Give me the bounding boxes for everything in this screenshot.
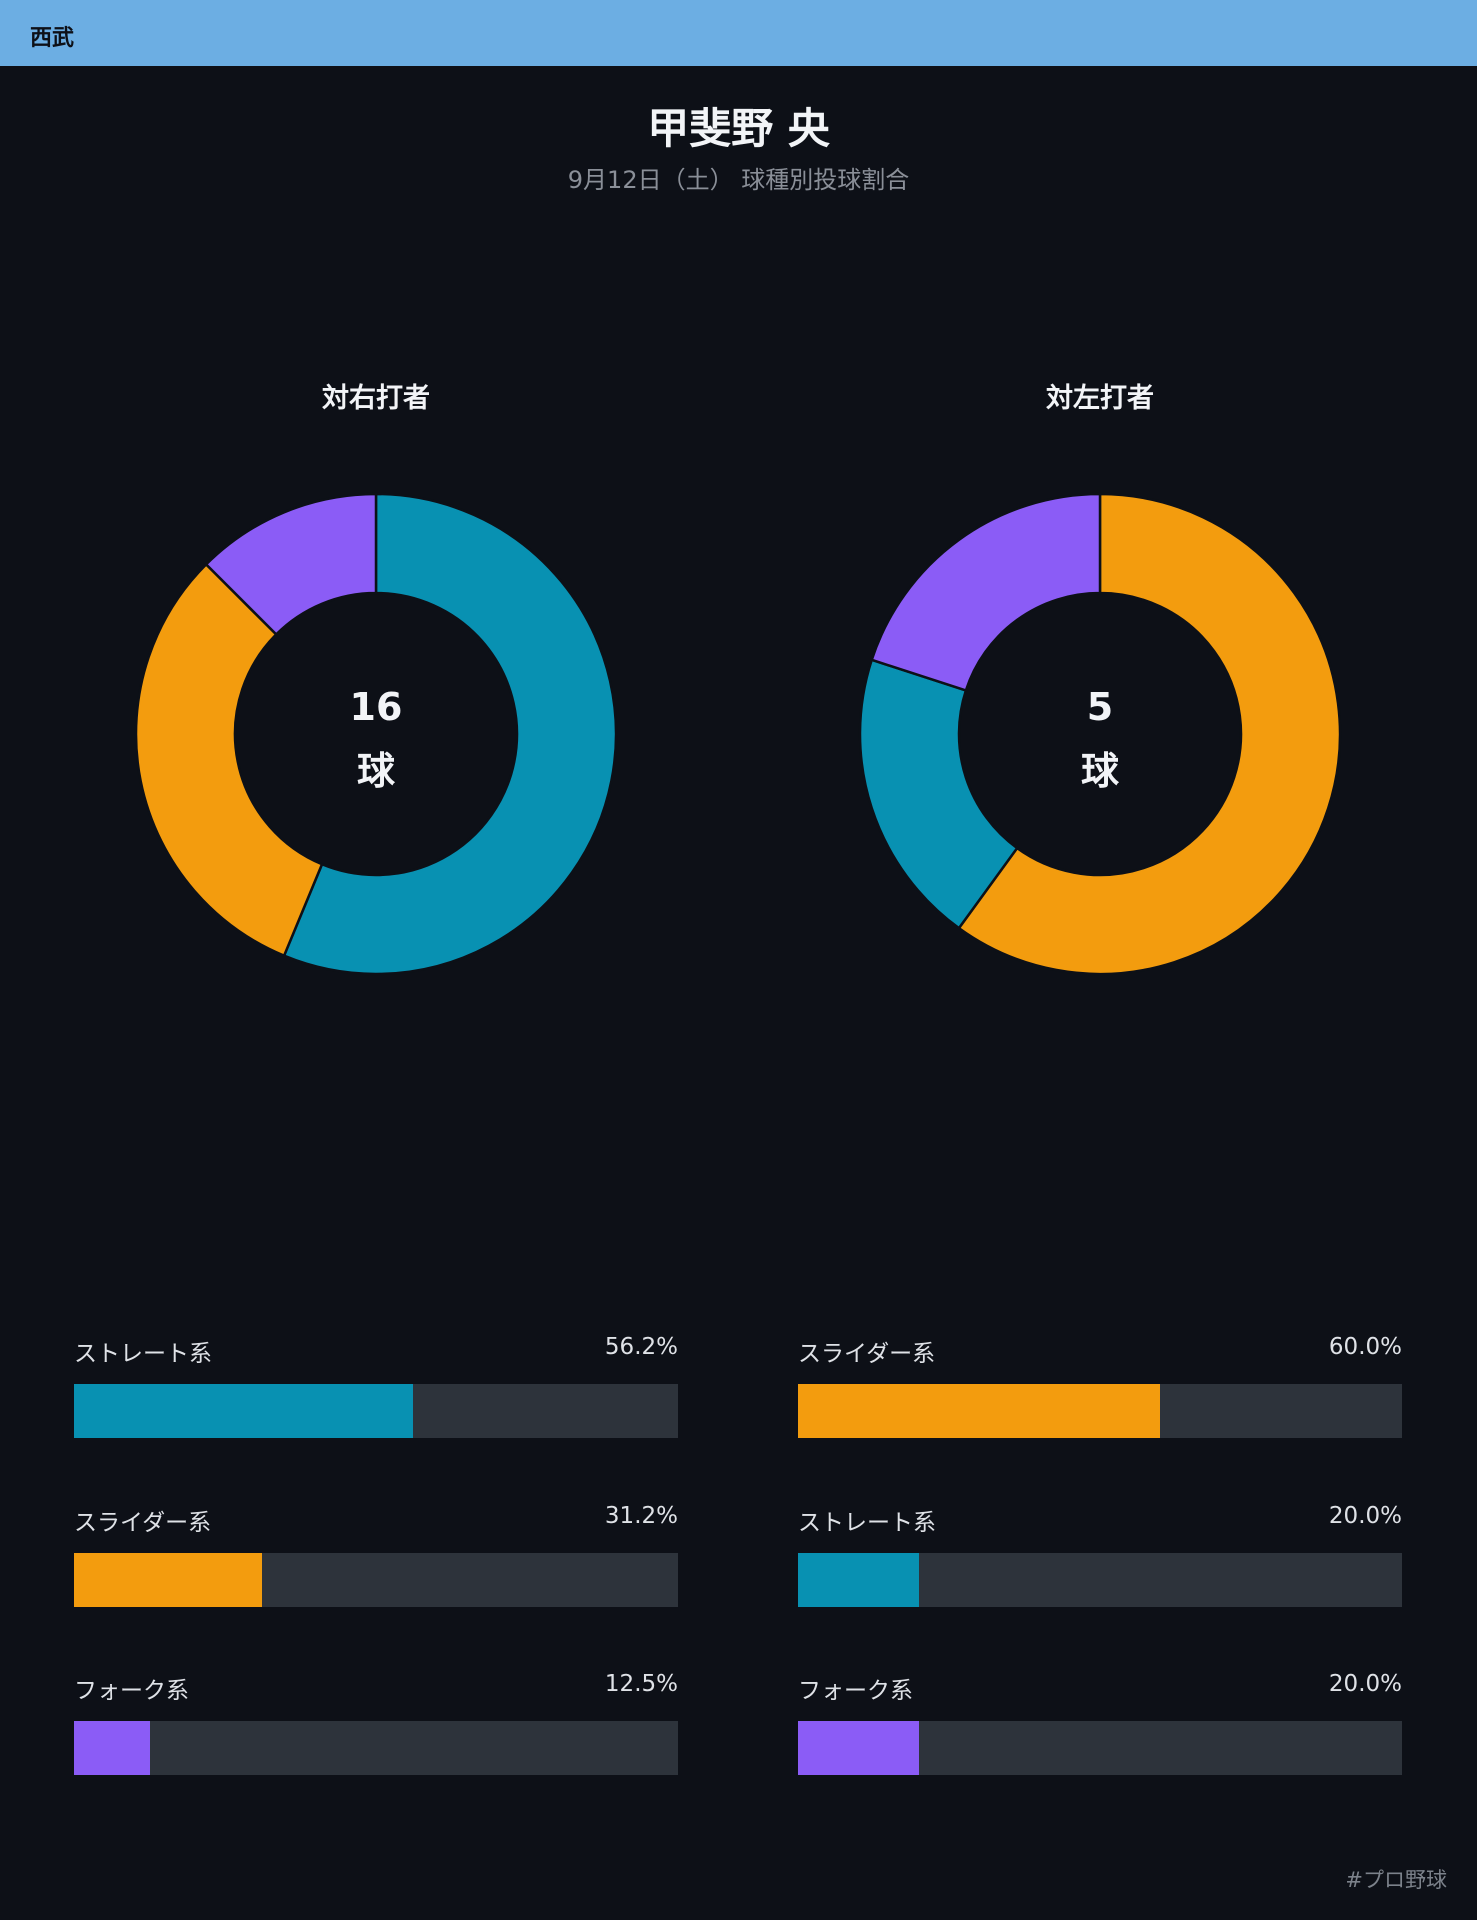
bar-track — [74, 1384, 678, 1438]
bar-percent: 56.2% — [604, 1334, 678, 1360]
bar-percent: 20.0% — [1328, 1671, 1402, 1697]
pitch-unit-right: 球 — [356, 749, 395, 793]
donut-slice-0 — [282, 492, 618, 976]
pitcher-name: 甲斐野 央 — [647, 104, 830, 153]
bar-percent: 60.0% — [1328, 1334, 1402, 1360]
panel-title-right-batter: 対右打者 — [322, 383, 430, 414]
header-bar: 西武 — [0, 0, 1477, 66]
bar-label: フォーク系 — [74, 1678, 189, 1704]
bar-fill — [798, 1721, 919, 1775]
hashtag: #プロ野球 — [1345, 1868, 1447, 1892]
donut-slice-0 — [957, 492, 1342, 976]
donut-chart-left-batter — [858, 492, 1342, 976]
bar-label: フォーク系 — [798, 1678, 913, 1704]
donut-slice-2 — [870, 492, 1102, 693]
bar-track — [74, 1721, 678, 1775]
bar-percent: 12.5% — [604, 1671, 678, 1697]
bar-track — [798, 1384, 1402, 1438]
bar-fill — [798, 1384, 1161, 1438]
chart-subtitle: 9月12日（土） 球種別投球割合 — [567, 166, 910, 194]
donut-chart-right-batter — [134, 492, 618, 976]
bar-fill — [798, 1553, 919, 1607]
bar-label: ストレート系 — [798, 1510, 936, 1536]
donut-slice-1 — [134, 562, 324, 958]
pitch-count-right: 16 — [349, 685, 403, 729]
team-name: 西武 — [30, 26, 75, 51]
bar-track — [798, 1721, 1402, 1775]
bar-label: スライダー系 — [74, 1510, 212, 1536]
bar-fill — [74, 1721, 150, 1775]
bar-percent: 20.0% — [1328, 1503, 1402, 1529]
bar-fill — [74, 1384, 414, 1438]
panel-title-left-batter: 対左打者 — [1046, 383, 1154, 414]
bar-track — [798, 1553, 1402, 1607]
bar-fill — [74, 1553, 263, 1607]
pitch-unit-left: 球 — [1080, 749, 1119, 793]
pitch-count-left: 5 — [1086, 685, 1114, 729]
bar-percent: 31.2% — [604, 1503, 678, 1529]
bar-track — [74, 1553, 678, 1607]
bar-label: スライダー系 — [798, 1341, 936, 1367]
donut-slice-2 — [204, 492, 378, 637]
bar-label: ストレート系 — [74, 1341, 212, 1367]
donut-slice-1 — [858, 658, 1019, 930]
